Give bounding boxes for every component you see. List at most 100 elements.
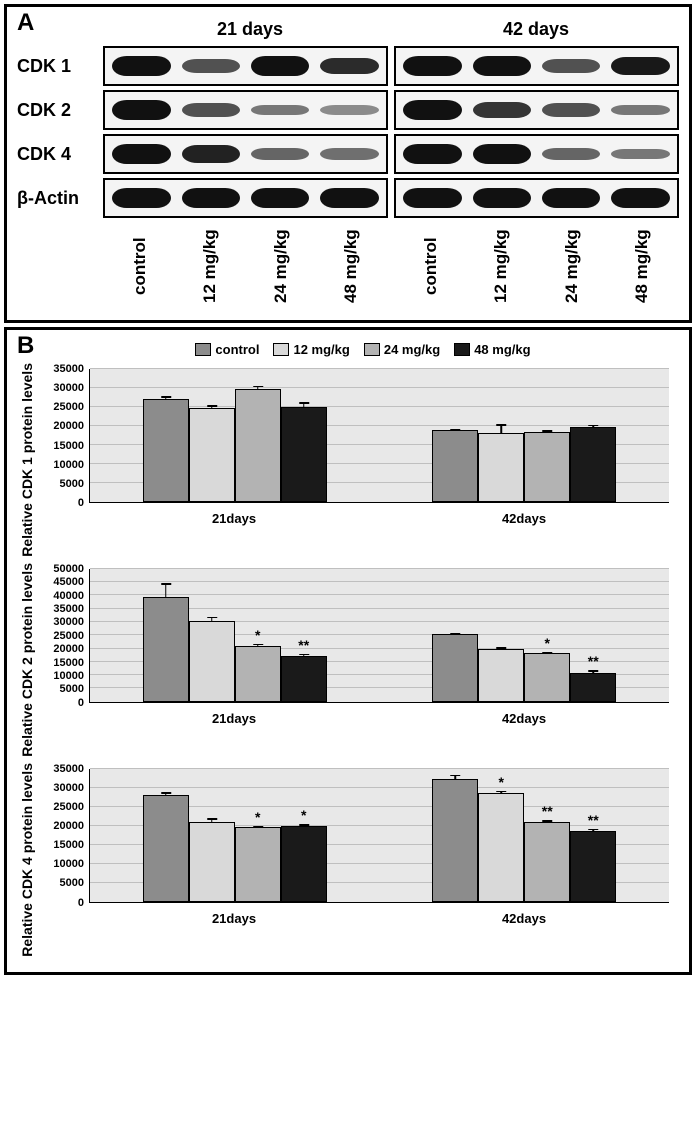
bar-wrap (433, 569, 477, 702)
lane-label: 12 mg/kg (177, 224, 243, 308)
band-cell (469, 92, 534, 128)
significance-marker: * (499, 775, 504, 789)
band (611, 188, 670, 208)
significance-marker: ** (298, 638, 309, 652)
band-cell (608, 136, 673, 172)
band-cell (248, 136, 313, 172)
legend-swatch (195, 343, 211, 356)
band (320, 58, 379, 75)
blot-row: CDK 1 (17, 46, 679, 86)
bar-wrap: * (479, 769, 523, 902)
blot-row: CDK 4 (17, 134, 679, 174)
band-cell (469, 48, 534, 84)
timepoint-label-42: 42 days (393, 19, 679, 40)
bar-wrap: ** (525, 769, 569, 902)
band (542, 59, 601, 73)
bars-layer: ****** (90, 569, 669, 702)
band-cell (178, 92, 243, 128)
chart-body: 0500010000150002000025000300003500040000… (41, 563, 679, 733)
band (542, 148, 601, 160)
timepoint-label-21: 21 days (107, 19, 393, 40)
blot-group (103, 90, 679, 130)
band (403, 100, 462, 119)
band-cell (248, 92, 313, 128)
ytick-label: 20000 (41, 643, 87, 655)
legend-label: control (215, 342, 259, 357)
blot-group (103, 178, 679, 218)
blot-set (394, 90, 679, 130)
ytick-label: 20000 (41, 820, 87, 832)
band (403, 188, 462, 208)
bar-wrap (190, 769, 234, 902)
bar-wrap (236, 369, 280, 502)
lane-label: 24 mg/kg (539, 224, 605, 308)
bar (281, 656, 327, 702)
band (403, 56, 462, 75)
band (251, 148, 310, 160)
blot-set (103, 46, 388, 86)
bar-wrap (525, 369, 569, 502)
band (182, 188, 241, 208)
ytick-label: 35000 (41, 763, 87, 775)
ytick-label: 10000 (41, 858, 87, 870)
ytick-label: 5000 (41, 877, 87, 889)
bar-wrap (144, 369, 188, 502)
bar-wrap: * (236, 569, 280, 702)
ytick-label: 35000 (41, 363, 87, 375)
band-cell (178, 48, 243, 84)
blot-name-label: β-Actin (17, 188, 103, 209)
ytick-label: 45000 (41, 576, 87, 588)
band (251, 188, 310, 208)
ytick-label: 10000 (41, 459, 87, 471)
band-cell (469, 180, 534, 216)
lane-label: control (107, 224, 173, 308)
bar (189, 621, 235, 702)
band (320, 148, 379, 160)
bar-wrap (190, 569, 234, 702)
bar-wrap (571, 369, 615, 502)
xlabels: 21days42days (89, 707, 669, 733)
bar (432, 779, 478, 901)
bar (478, 433, 524, 502)
significance-marker: ** (542, 804, 553, 818)
band-cell (109, 136, 174, 172)
ytick-label: 15000 (41, 657, 87, 669)
bar (189, 408, 235, 502)
blot-group (103, 134, 679, 174)
blot-name-label: CDK 1 (17, 56, 103, 77)
band-cell (608, 48, 673, 84)
chart-body: 0500010000150002000025000300003500021day… (41, 363, 679, 533)
band-cell (539, 136, 604, 172)
band (473, 188, 532, 208)
band-cell (248, 48, 313, 84)
ytick-label: 5000 (41, 478, 87, 490)
bar-cluster (90, 369, 380, 502)
band (182, 103, 241, 117)
band (112, 56, 171, 76)
band-cell (109, 92, 174, 128)
band (542, 103, 601, 117)
bar (524, 653, 570, 702)
band-cell (608, 92, 673, 128)
panel-a: A 21 days 42 days CDK 1CDK 2CDK 4β-Actin… (4, 4, 692, 323)
bar-wrap: ** (571, 769, 615, 902)
band (542, 188, 601, 208)
bar-cluster: ***** (380, 769, 670, 902)
blot-set (103, 178, 388, 218)
significance-marker: * (255, 628, 260, 642)
bar (524, 822, 570, 902)
legend-item: 12 mg/kg (273, 342, 349, 357)
bar-cluster: ** (90, 769, 380, 902)
significance-marker: * (301, 808, 306, 822)
xlabel: 21days (89, 507, 379, 533)
band-cell (400, 136, 465, 172)
band-cell (539, 180, 604, 216)
bar (143, 795, 189, 901)
ytick-label: 25000 (41, 630, 87, 642)
ytick-label: 0 (41, 697, 87, 709)
ytick-label: 35000 (41, 603, 87, 615)
band (611, 105, 670, 116)
band-cell (178, 180, 243, 216)
lane-labels: control12 mg/kg24 mg/kg48 mg/kg control1… (17, 224, 679, 308)
blot-set (103, 134, 388, 174)
